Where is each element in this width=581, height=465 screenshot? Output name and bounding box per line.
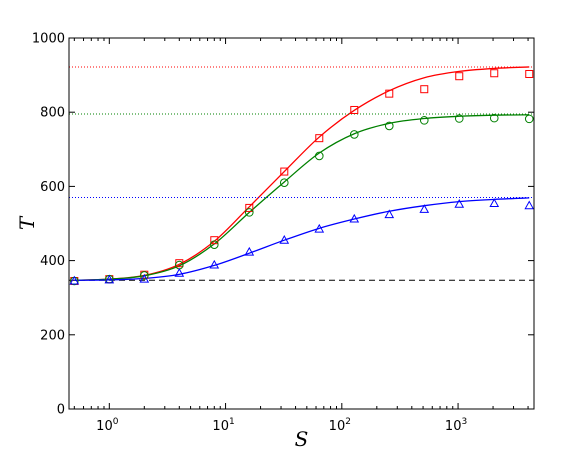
x-axis-label: S [295,427,309,451]
data-point-1-2 [140,271,149,280]
data-point-0-12 [490,69,499,78]
data-point-1-12 [489,113,499,123]
data-point-1-11 [454,114,464,123]
x-tick-exponent-0: 0 [113,417,119,427]
x-tick-label-2: 102 [329,417,351,434]
data-point-2-3 [174,267,185,277]
data-point-2-12 [489,198,500,207]
x-tick-label-1: 101 [212,417,234,434]
y-tick-label-800: 800 [40,106,65,121]
x-tick-label-0: 100 [96,417,119,434]
series-curve-0 [74,66,530,281]
data-point-2-4 [209,259,220,269]
data-point-1-13 [524,114,534,124]
chart-lines-layer [69,66,534,281]
data-point-2-0 [69,275,80,285]
data-point-1-6 [279,178,289,187]
data-point-1-4 [209,240,219,249]
series-curve-1 [74,114,530,281]
data-point-2-8 [349,213,360,223]
data-point-2-10 [419,204,430,213]
data-point-2-7 [314,223,325,233]
data-point-2-9 [384,209,395,219]
data-point-0-5 [245,203,254,212]
x-tick-exponent-2: 2 [345,417,351,427]
data-point-1-8 [349,130,359,139]
data-point-1-10 [419,116,429,125]
y-tick-label-400: 400 [40,254,65,269]
x-tick-exponent-3: 3 [461,417,467,427]
data-point-2-11 [454,198,465,208]
data-point-0-6 [280,167,289,176]
x-tick-label-3: 103 [445,417,467,434]
data-point-1-5 [244,208,254,217]
x-tick-exponent-1: 1 [229,417,235,427]
y-tick-label-200: 200 [40,328,65,343]
data-point-0-7 [315,134,324,143]
y-tick-label-600: 600 [40,180,65,195]
data-point-0-13 [525,69,534,78]
data-point-0-11 [455,72,464,81]
data-point-0-4 [210,236,219,245]
data-point-1-7 [314,151,324,161]
data-point-1-9 [384,121,394,131]
data-point-0-9 [385,89,394,98]
y-axis-label: T [15,215,39,230]
data-point-0-10 [420,85,429,94]
y-tick-label-0: 0 [57,403,65,418]
data-point-2-2 [139,273,150,283]
data-point-2-13 [524,200,535,210]
plot-frame [68,37,535,410]
data-point-0-8 [350,105,359,114]
data-point-2-1 [104,274,115,284]
data-point-2-6 [279,234,290,244]
data-point-2-5 [244,246,255,256]
series-curve-2 [74,197,530,281]
chart-markers-layer [69,69,535,286]
y-tick-label-1000: 1000 [32,32,65,47]
